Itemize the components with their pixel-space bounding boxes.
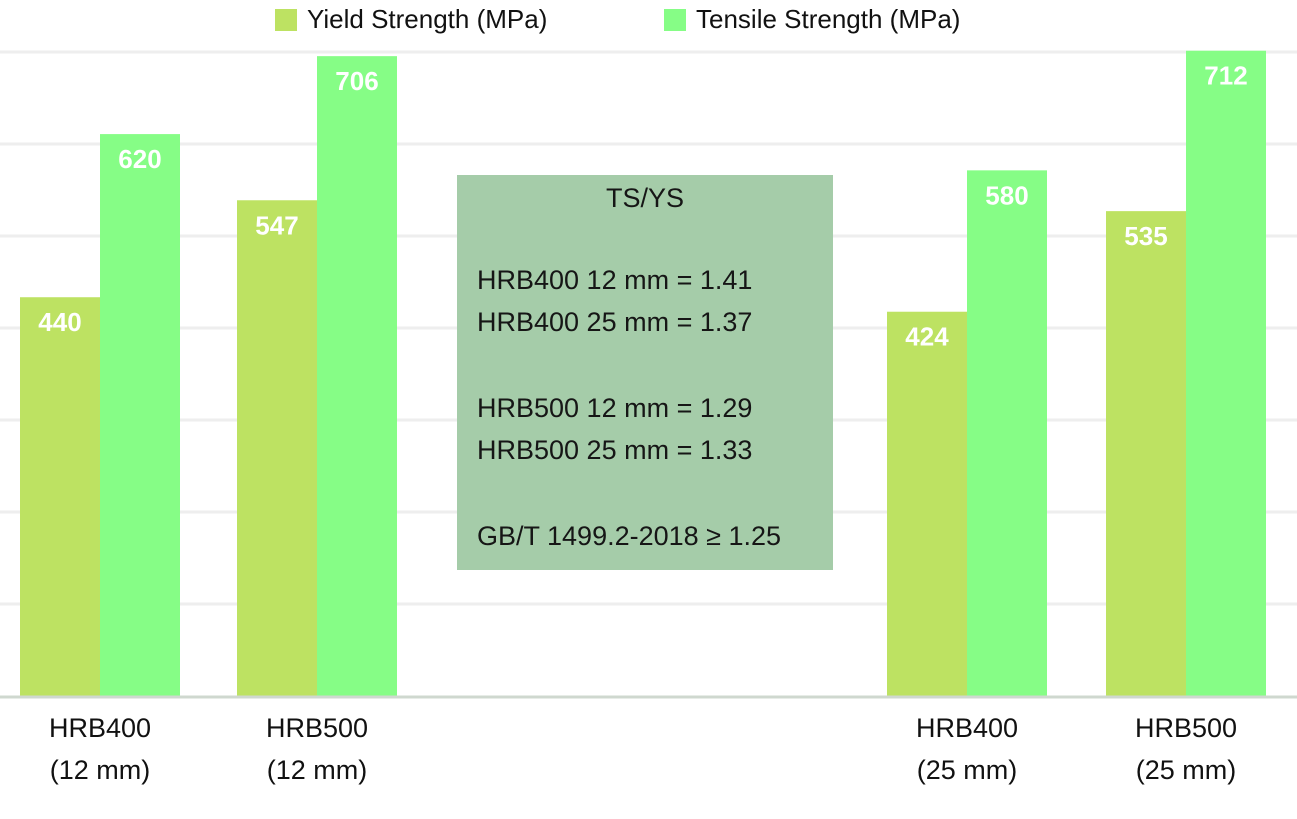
annotation-line: HRB500 25 mm = 1.33 [477,435,753,465]
legend-swatch-tensile [664,8,686,31]
category-label-hrb500-25mm: HRB500 (25 mm) [1086,707,1286,791]
yield-value-label: 535 [1124,221,1167,251]
category-label-size: (12 mm) [49,755,151,785]
yield-value-label: 440 [38,307,81,337]
category-label-size: (25 mm) [916,755,1018,785]
tensile-bar [100,134,180,696]
legend-item-yield: Yield Strength (MPa) [275,4,547,35]
yield-value-label: 547 [255,210,298,240]
category-label-hrb500-12mm: HRB500 (12 mm) [217,707,417,791]
legend: Yield Strength (MPa) Tensile Strength (M… [0,2,1297,38]
category-label-grade: HRB500 [265,713,369,743]
tensile-bar [967,170,1047,696]
tensile-value-label: 706 [335,66,378,96]
category-label-grade: HRB400 [915,713,1019,743]
annotation-line: HRB500 12 mm = 1.29 [477,393,753,423]
legend-label-yield: Yield Strength (MPa) [307,4,548,34]
yield-bar [20,297,100,696]
ts-ys-annotation-box: TS/YS HRB400 12 mm = 1.41 HRB400 25 mm =… [457,175,833,570]
legend-label-tensile: Tensile Strength (MPa) [696,4,961,34]
category-label-size: (25 mm) [1135,755,1237,785]
yield-bar [887,311,967,696]
category-label-hrb400-12mm: HRB400 (12 mm) [0,707,200,791]
tensile-bar [317,56,397,696]
tensile-value-label: 580 [985,180,1028,210]
annotation-line: HRB400 12 mm = 1.41 [477,265,753,295]
category-label-grade: HRB500 [1134,713,1238,743]
legend-item-tensile: Tensile Strength (MPa) [664,4,960,35]
legend-swatch-yield [275,8,297,31]
annotation-title: TS/YS [605,183,685,213]
annotation-line: HRB400 25 mm = 1.37 [477,307,753,337]
category-label-hrb400-25mm: HRB400 (25 mm) [867,707,1067,791]
yield-value-label: 424 [905,322,949,352]
annotation-line: GB/T 1499.2-2018 ≥ 1.25 [477,521,782,551]
category-label-grade: HRB400 [48,713,152,743]
yield-bar [1106,211,1186,696]
category-label-size: (12 mm) [266,755,368,785]
tensile-bar [1186,50,1266,696]
tensile-value-label: 712 [1204,61,1247,91]
yield-bar [237,200,317,696]
tensile-value-label: 620 [118,144,161,174]
